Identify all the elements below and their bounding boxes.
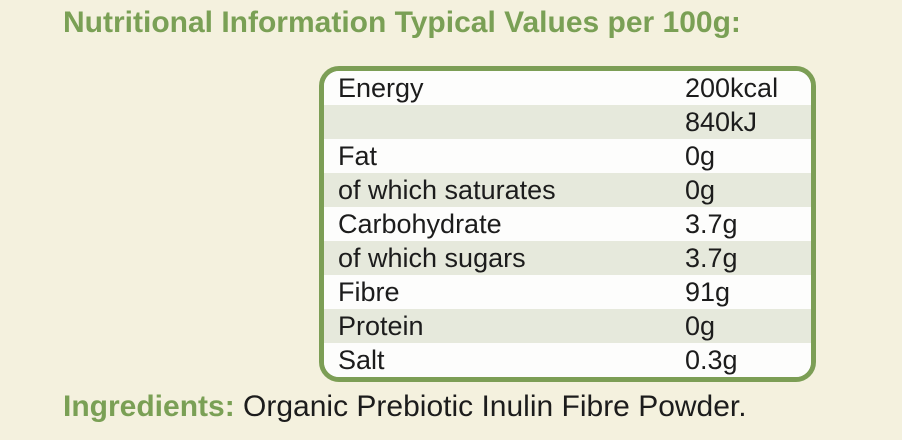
row-value: 3.7g bbox=[685, 243, 738, 273]
row-value: 3.7g bbox=[685, 209, 738, 239]
table-row: Fibre 91g bbox=[324, 275, 811, 309]
table-row: 840kJ bbox=[324, 105, 811, 139]
table-row: of which sugars 3.7g bbox=[324, 241, 811, 275]
table-row: Energy 200kcal bbox=[324, 71, 811, 105]
page-title: Nutritional Information Typical Values p… bbox=[63, 6, 741, 39]
row-value: 840kJ bbox=[685, 107, 758, 137]
row-label: Fat bbox=[338, 141, 378, 171]
nutrition-table: Energy 200kcal 840kJ Fat 0g of which saturate… bbox=[319, 66, 816, 382]
row-value: 0g bbox=[685, 311, 716, 341]
row-value: 0g bbox=[685, 141, 716, 171]
table-row: of which saturates 0g bbox=[324, 173, 811, 207]
row-label bbox=[338, 105, 685, 139]
row-label: Energy bbox=[338, 73, 424, 103]
row-label: Carbohydrate bbox=[338, 209, 502, 239]
ingredients-text: Organic Prebiotic Inulin Fibre Powder. bbox=[243, 390, 747, 423]
row-label: of which saturates bbox=[338, 175, 556, 205]
table-row: Fat 0g bbox=[324, 139, 811, 173]
row-value: 0.3g bbox=[685, 345, 738, 375]
row-label: of which sugars bbox=[338, 243, 526, 273]
row-value: 91g bbox=[685, 277, 731, 307]
ingredients-label: Ingredients: bbox=[63, 390, 235, 423]
table-row: Protein 0g bbox=[324, 309, 811, 343]
table-row: Carbohydrate 3.7g bbox=[324, 207, 811, 241]
table-row: Salt 0.3g bbox=[324, 343, 811, 377]
row-value: 0g bbox=[685, 175, 716, 205]
row-value: 200kcal bbox=[685, 73, 779, 103]
row-label: Salt bbox=[338, 345, 385, 375]
ingredients-line: Ingredients: Organic Prebiotic Inulin Fi… bbox=[63, 390, 747, 424]
row-label: Protein bbox=[338, 311, 424, 341]
row-label: Fibre bbox=[338, 277, 400, 307]
